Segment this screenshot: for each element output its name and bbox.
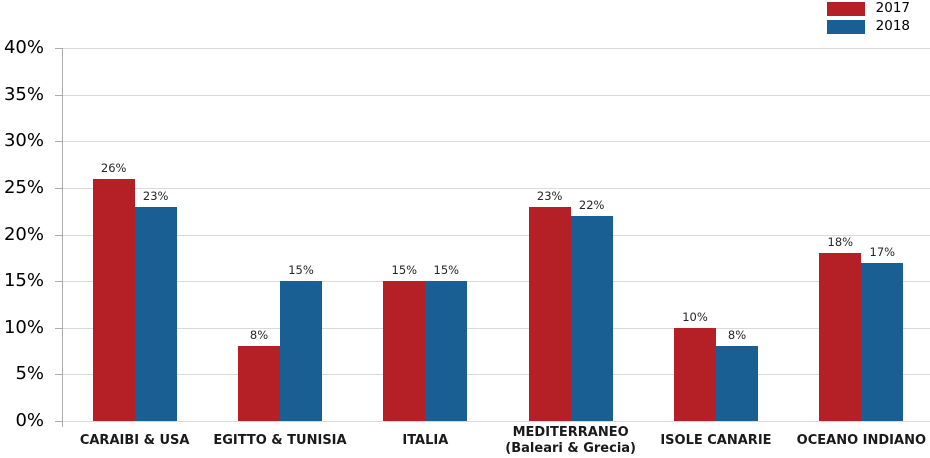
y-axis-tick [55, 95, 62, 96]
category-label: OCEANO INDIANO [796, 433, 926, 449]
legend-item-2018: 2018 [826, 18, 910, 35]
y-axis-tick [55, 374, 62, 375]
bar-2017 [92, 178, 135, 421]
gridline [62, 235, 930, 236]
bar-value-label: 8% [727, 328, 747, 343]
bar-2018 [134, 206, 177, 421]
bar-2017 [238, 346, 280, 421]
gridline [62, 188, 930, 189]
legend-swatch-2018-icon [826, 20, 865, 34]
category-label: CARAIBI & USA [79, 433, 190, 449]
y-axis-tick [55, 421, 62, 422]
bar-2018 [570, 215, 613, 421]
bar-value-label: 18% [827, 235, 854, 250]
bar-value-label: 26% [100, 160, 127, 175]
category-label: EGITTO & TUNISIA [213, 433, 347, 449]
bar-2017 [528, 206, 571, 421]
y-axis-tick [55, 328, 62, 329]
gridline [62, 95, 930, 96]
y-axis-tick-label: 0% [15, 410, 44, 431]
gridline [62, 281, 930, 282]
bar-value-label: 22% [578, 197, 605, 212]
y-axis-tick-label: 5% [15, 363, 44, 384]
legend-swatch-2017-icon [826, 2, 865, 16]
bar-value-label: 15% [391, 263, 418, 278]
gridline [62, 48, 930, 49]
y-axis-tick [55, 281, 62, 282]
y-axis-tick [55, 188, 62, 189]
y-axis-tick-label: 20% [3, 224, 44, 245]
y-axis-line [62, 48, 63, 427]
legend-label-2017: 2017 [875, 0, 910, 17]
bar-2018 [716, 346, 758, 421]
category-label: ISOLE CANARIE [660, 433, 772, 449]
gridline [62, 374, 930, 375]
bar-2018 [861, 262, 904, 421]
bar-value-label: 23% [536, 188, 563, 203]
y-axis-tick-label: 30% [3, 130, 44, 151]
gridline [62, 421, 930, 422]
bar-2018 [280, 281, 322, 421]
y-axis-tick-label: 40% [3, 37, 44, 58]
chart-legend: 2017 2018 [826, 0, 910, 35]
bar-2017 [383, 281, 426, 421]
y-axis-tick-label: 35% [3, 84, 44, 105]
y-axis-tick-label: 15% [3, 270, 44, 291]
gridline [62, 141, 930, 142]
category-label: ITALIA [402, 433, 449, 449]
gridline [62, 328, 930, 329]
bar-value-label: 23% [142, 188, 169, 203]
bar-2018 [425, 281, 468, 421]
y-axis-tick-label: 25% [3, 177, 44, 198]
y-axis-tick [55, 48, 62, 49]
bar-value-label: 15% [433, 263, 460, 278]
y-axis-tick [55, 235, 62, 236]
legend-item-2017: 2017 [826, 0, 910, 17]
bar-2017 [819, 253, 862, 421]
y-axis-tick [55, 141, 62, 142]
bar-value-label: 8% [249, 328, 269, 343]
bar-value-label: 10% [682, 309, 708, 324]
legend-label-2018: 2018 [875, 18, 910, 35]
category-label: MEDITERRANEO (Baleari & Grecia) [505, 425, 636, 456]
bar-value-label: 17% [869, 244, 896, 259]
bar-2017 [674, 327, 716, 422]
bar-value-label: 15% [288, 263, 314, 278]
y-axis-tick-label: 10% [3, 317, 44, 338]
